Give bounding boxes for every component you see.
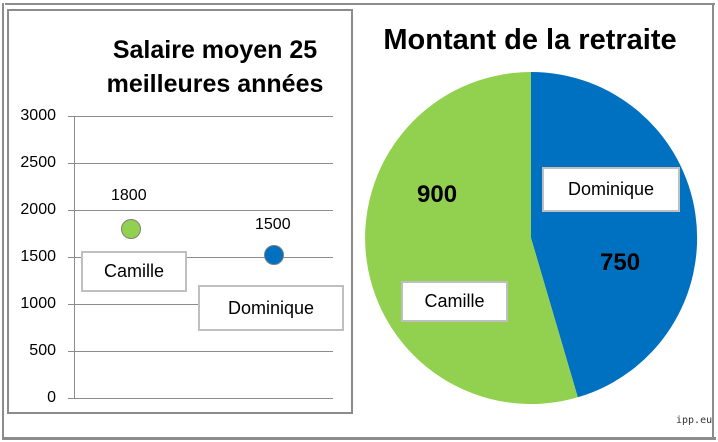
gridline [68,116,333,117]
title-line-1: Salaire moyen 25 [112,36,318,64]
callout-camille: Camille [81,251,187,292]
ytick-0: 0 [47,389,56,406]
watermark: ipp.eu [676,415,713,426]
pie-value-camille: 900 [417,181,458,208]
outer-frame-left [2,3,4,440]
data-point-dominique[interactable] [264,245,284,265]
callout-dominique: Dominique [198,285,344,331]
pie-value-dominique: 750 [600,249,641,276]
pie-callout-camille: Camille [401,281,508,322]
pie-callout-camille-text: Camille [424,291,485,311]
gridline [68,210,333,211]
gridline [68,398,333,399]
pie-chart-title: Montant de la retraite [383,24,677,56]
y-axis-line [74,116,75,399]
data-point-camille[interactable] [121,219,141,239]
gridline [68,257,333,258]
outer-frame-top [5,3,715,5]
pie-chart[interactable] [364,71,698,405]
outer-frame-right [712,3,714,440]
data-label-dominique: 1500 [255,216,291,233]
callout-dominique-text: Dominique [227,297,315,318]
salary-chart-title: Salaire moyen 25 meilleures années [95,33,335,101]
outer-frame-bottom [2,437,716,440]
ytick-3000: 3000 [20,107,56,124]
data-label-camille: 1800 [111,187,147,204]
ytick-2500: 2500 [20,154,56,171]
salary-chart-panel[interactable] [7,9,353,414]
pie-callout-dominique-text: Dominique [567,179,655,199]
ytick-1500: 1500 [20,248,56,265]
ytick-500: 500 [29,342,56,359]
ytick-1000: 1000 [20,295,56,312]
pie-slice-dominique[interactable] [531,71,698,398]
ytick-2000: 2000 [20,201,56,218]
title-line-2: meilleures années [106,70,324,98]
gridline [68,351,333,352]
pie-callout-dominique: Dominique [542,167,680,212]
callout-camille-text: Camille [103,261,164,281]
gridline [68,163,333,164]
